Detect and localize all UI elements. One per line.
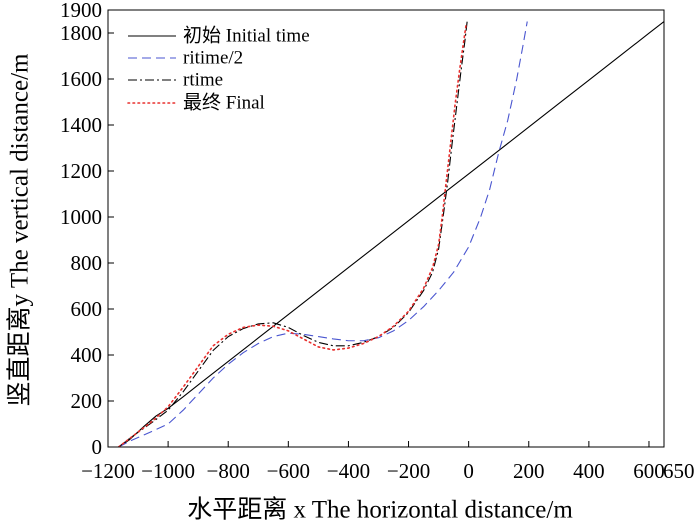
legend: 初始 Initial time ritime/2 rtime 最终 Final <box>127 25 310 114</box>
rtime-line <box>118 21 468 447</box>
ritime-half-line <box>118 21 528 447</box>
y-tick-label: 1600 <box>60 67 102 91</box>
y-tick-label: 1400 <box>60 113 102 137</box>
x-tick-label: 0 <box>463 459 474 483</box>
legend-label-rtime: rtime <box>183 70 223 91</box>
final-line <box>117 23 468 447</box>
y-tick-label: 0 <box>92 435 103 459</box>
y-tick-label: 800 <box>71 251 103 275</box>
y-tick-label: 1800 <box>60 21 102 45</box>
y-tick-label: 1900 <box>60 0 102 22</box>
y-tick-label: 1000 <box>60 205 102 229</box>
y-tick-label: 200 <box>71 389 103 413</box>
y-axis-title: 竖直距离y The vertical distance/m <box>6 53 34 406</box>
x-tick-label: 650 <box>663 459 695 483</box>
x-tick-label: 400 <box>573 459 605 483</box>
x-tick-label: −600 <box>267 459 310 483</box>
x-tick-label: 600 <box>633 459 665 483</box>
plot-frame <box>107 9 665 448</box>
plot-background <box>108 10 664 447</box>
series-lines <box>117 21 664 447</box>
x-tick-label: −800 <box>207 459 250 483</box>
x-tick-label: −1200 <box>81 459 135 483</box>
x-tick-label: 200 <box>513 459 545 483</box>
y-tick-label: 400 <box>71 343 103 367</box>
legend-label-ritime-half: ritime/2 <box>183 48 243 69</box>
x-tick-label: −1000 <box>141 459 195 483</box>
x-tick-label: −200 <box>387 459 430 483</box>
y-tick-label: 600 <box>71 297 103 321</box>
x-tick-label: −400 <box>327 459 370 483</box>
x-axis-title: 水平距离 x The horizontal distance/m <box>187 496 573 524</box>
legend-label-initial-time: 初始 Initial time <box>183 25 310 47</box>
legend-label-final: 最终 Final <box>183 92 265 114</box>
y-tick-label: 1200 <box>60 159 102 183</box>
initial-time-line <box>118 21 664 447</box>
